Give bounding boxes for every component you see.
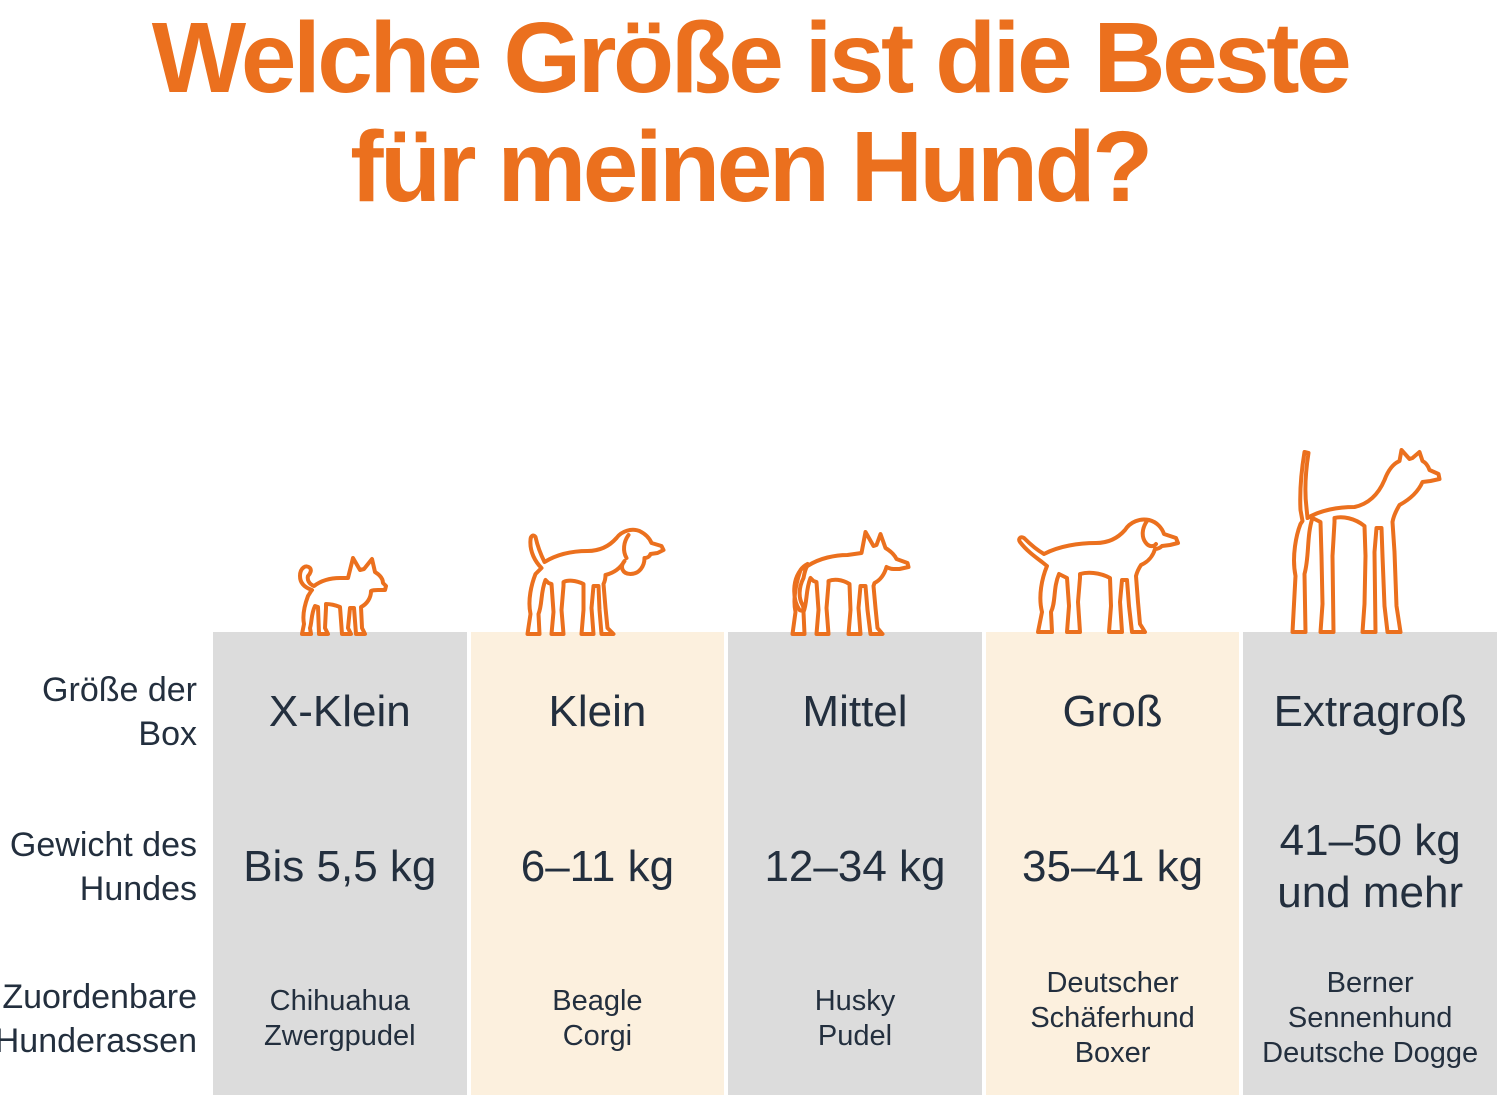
- row-label-box-size: Größe der Box: [42, 671, 197, 753]
- column-x-klein: X-Klein Bis 5,5 kg Chihuahua Zwergpudel: [213, 556, 467, 1095]
- breed-list: Husky Pudel: [814, 984, 896, 1052]
- breed-list: Berner Sennenhund Deutsche Dogge: [1262, 967, 1479, 1069]
- weight-range: 35–41 kg: [1022, 842, 1204, 891]
- row-label-dog-breeds: Zuordenbare Hunderassen: [0, 977, 197, 1060]
- column-klein: Klein 6–11 kg Beagle Corgi: [470, 527, 725, 1095]
- page-title-line1: Welche Größe ist die Beste: [151, 2, 1352, 114]
- weight-range: 12–34 kg: [764, 842, 946, 891]
- row-label-dog-weight: Gewicht des Hundes: [9, 826, 197, 908]
- page-title: Welche Größe ist die Beste für meinen Hu…: [0, 0, 1500, 222]
- size-name: Groß: [1062, 687, 1163, 736]
- breed-list: Chihuahua Zwergpudel: [264, 984, 416, 1052]
- great-dane-icon: [1290, 448, 1442, 634]
- breed-list: Deutscher Schäferhund Boxer: [1030, 967, 1195, 1069]
- size-name: Mittel: [802, 687, 908, 736]
- husky-icon: [790, 530, 911, 636]
- size-name: Extragroß: [1273, 687, 1467, 736]
- weight-range: 41–50 kg und mehr: [1277, 816, 1464, 917]
- weight-range: Bis 5,5 kg: [243, 842, 437, 891]
- row-labels: Größe der Box Gewicht des Hundes Zuorden…: [0, 632, 205, 1095]
- column-mittel: Mittel 12–34 kg Husky Pudel: [728, 530, 982, 1095]
- column-extragross: Extragroß 41–50 kg und mehr Berner Senne…: [1243, 448, 1497, 1095]
- breed-list: Beagle Corgi: [552, 984, 643, 1052]
- size-name: Klein: [548, 687, 647, 736]
- size-comparison-table: X-Klein Bis 5,5 kg Chihuahua Zwergpudel …: [213, 448, 1497, 1095]
- column-gross: Groß 35–41 kg Deutscher Schäferhund Boxe…: [985, 517, 1240, 1095]
- page-title-line2: für meinen Hund?: [350, 111, 1153, 223]
- size-name: X-Klein: [268, 687, 411, 736]
- weight-range: 6–11 kg: [520, 842, 675, 891]
- chihuahua-icon: [297, 556, 388, 636]
- german-shepherd-icon: [1016, 517, 1180, 634]
- beagle-icon: [525, 527, 666, 636]
